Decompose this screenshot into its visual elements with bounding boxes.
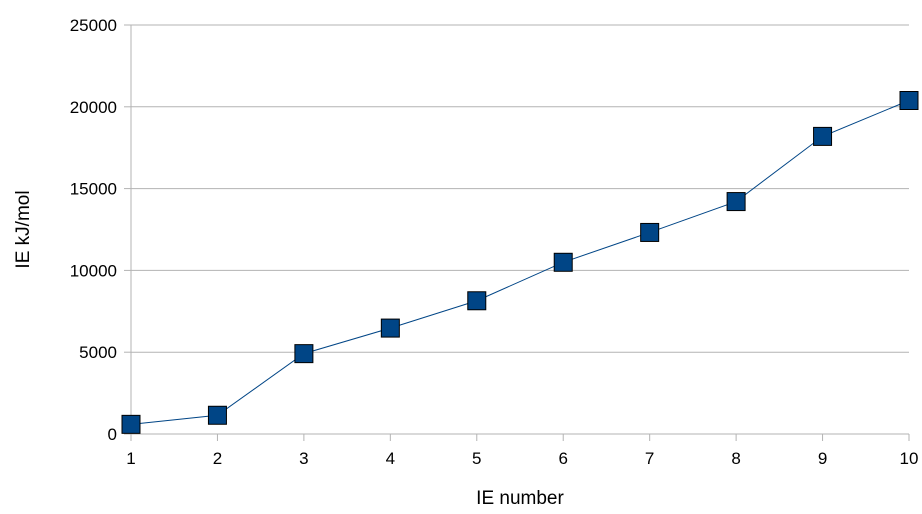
- data-point-marker: [294, 344, 314, 364]
- axes: [130, 25, 909, 435]
- x-tick-label: 7: [645, 449, 654, 468]
- data-point-marker: [813, 126, 833, 146]
- y-tick-label: 15000: [70, 180, 117, 199]
- data-point-marker: [207, 405, 227, 425]
- x-tick-label: 4: [386, 449, 395, 468]
- data-point-marker: [553, 252, 573, 272]
- series: [121, 91, 919, 434]
- y-tick-label: 25000: [70, 16, 117, 35]
- y-tick-label: 10000: [70, 261, 117, 280]
- x-tick-label: 6: [558, 449, 567, 468]
- x-axis-title: IE number: [476, 488, 564, 509]
- x-tick-label: 9: [818, 449, 827, 468]
- y-axis-ticks: 0 5000 10000 15000 20000 25000: [70, 16, 131, 444]
- y-tick-label: 20000: [70, 98, 117, 117]
- y-axis-title: IE kJ/mol: [13, 190, 34, 268]
- y-tick-label: 0: [108, 425, 117, 444]
- y-tick-label: 5000: [79, 343, 117, 362]
- data-point-marker: [640, 222, 660, 242]
- data-point-marker: [380, 318, 400, 338]
- data-point-marker: [467, 291, 487, 311]
- data-point-marker: [726, 192, 746, 212]
- data-point-marker: [121, 414, 141, 434]
- gridlines: [131, 24, 909, 353]
- x-tick-label: 3: [299, 449, 308, 468]
- series-line: [130, 100, 910, 425]
- x-tick-label: 1: [126, 449, 135, 468]
- x-tick-label: 10: [900, 449, 919, 468]
- x-tick-label: 8: [731, 449, 740, 468]
- x-tick-label: 5: [472, 449, 481, 468]
- data-point-marker: [899, 91, 919, 111]
- x-axis-ticks: 1 2 3 4 5 6 7 8 9 10: [126, 434, 918, 468]
- x-tick-label: 2: [213, 449, 222, 468]
